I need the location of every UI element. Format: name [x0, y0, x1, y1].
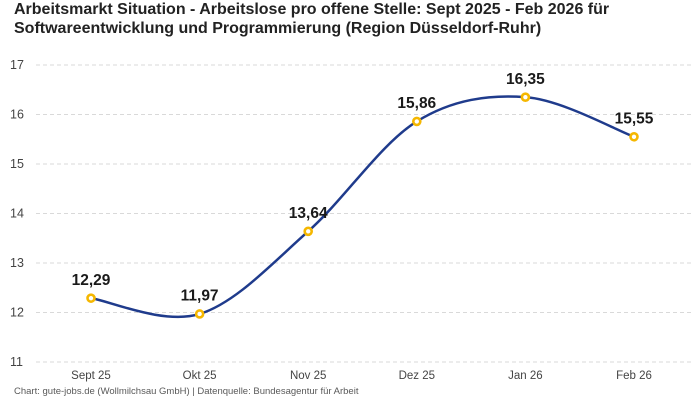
- svg-text:17: 17: [10, 58, 24, 72]
- svg-text:12,29: 12,29: [72, 272, 111, 289]
- svg-text:12: 12: [10, 306, 24, 320]
- svg-text:Dez 25: Dez 25: [399, 370, 435, 382]
- svg-text:Nov 25: Nov 25: [290, 370, 326, 382]
- svg-text:Jan 26: Jan 26: [508, 370, 543, 382]
- svg-text:Feb 26: Feb 26: [616, 370, 652, 382]
- svg-text:15,86: 15,86: [397, 95, 436, 112]
- svg-text:11: 11: [10, 355, 23, 369]
- svg-text:13: 13: [10, 256, 24, 270]
- svg-text:Okt 25: Okt 25: [183, 370, 217, 382]
- svg-text:16: 16: [10, 108, 24, 122]
- svg-text:13,64: 13,64: [289, 205, 328, 222]
- svg-text:Sept 25: Sept 25: [71, 370, 111, 382]
- svg-text:11,97: 11,97: [181, 288, 219, 305]
- svg-text:14: 14: [10, 207, 24, 221]
- svg-text:15,55: 15,55: [615, 111, 654, 128]
- svg-text:16,35: 16,35: [506, 71, 545, 88]
- svg-text:15: 15: [10, 157, 24, 171]
